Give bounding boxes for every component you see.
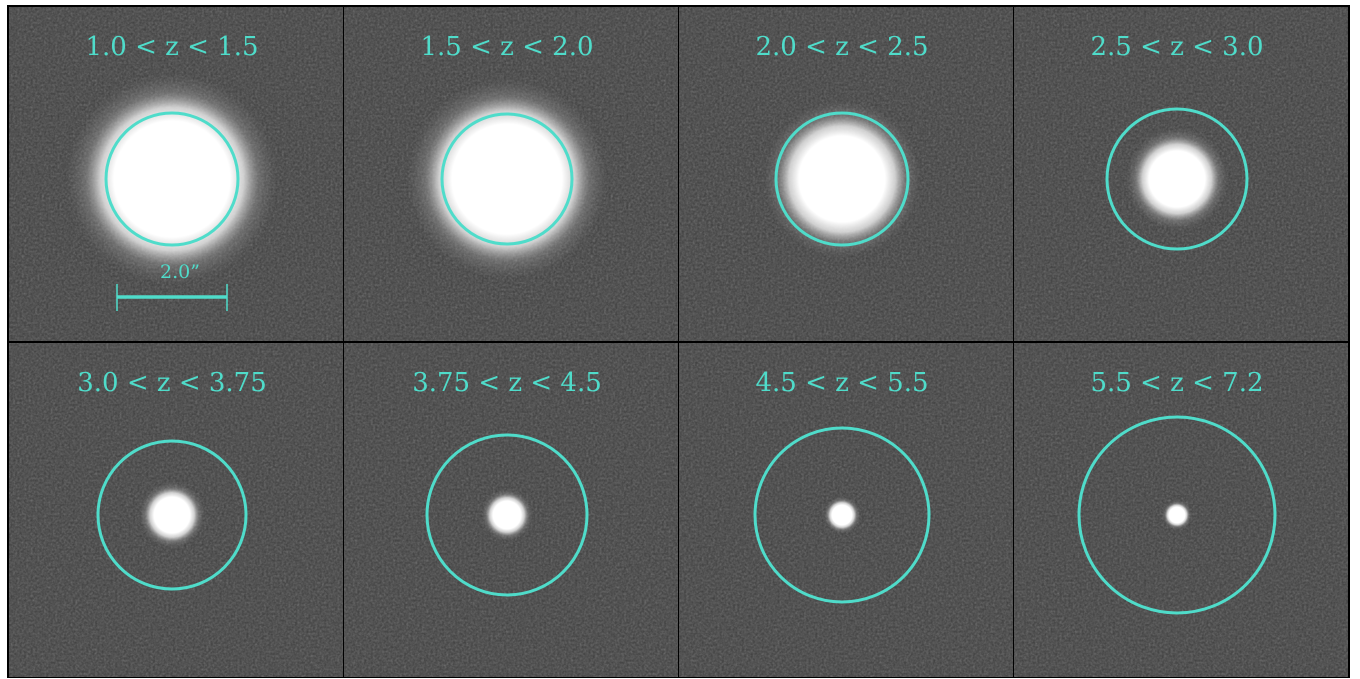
panel-label: 1.0 < z < 1.5: [85, 32, 258, 62]
aperture: [753, 426, 931, 604]
source-stack: [823, 496, 861, 534]
source-stack: [763, 100, 921, 258]
source-stack: [139, 482, 205, 548]
source-stack: [1162, 500, 1192, 530]
aperture: [104, 111, 240, 247]
aperture: [96, 439, 248, 591]
panel-label: 2.0 < z < 2.5: [755, 32, 928, 62]
aperture: [440, 112, 574, 246]
source-stack: [407, 79, 607, 279]
aperture: [1105, 107, 1249, 251]
source-stack: [66, 73, 278, 285]
panel-label: 3.75 < z < 4.5: [412, 368, 602, 398]
panel-label: 1.5 < z < 2.0: [420, 32, 593, 62]
scale-bar-label: 2.0”: [160, 261, 200, 283]
source-stack: [481, 489, 533, 541]
aperture: [425, 433, 589, 597]
aperture: [1077, 415, 1277, 615]
panel-label: 3.0 < z < 3.75: [77, 368, 267, 398]
panel-label: 2.5 < z < 3.0: [1090, 32, 1263, 62]
aperture: [774, 111, 910, 247]
source-stack: [1126, 128, 1228, 230]
panel-label: 4.5 < z < 5.5: [755, 368, 928, 398]
panel-label: 5.5 < z < 7.2: [1090, 368, 1263, 398]
